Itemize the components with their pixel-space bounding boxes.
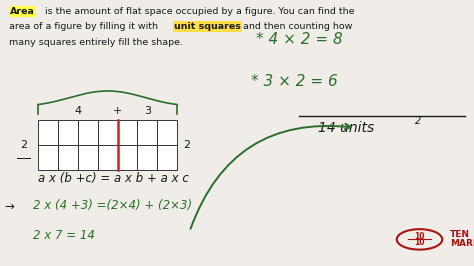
Text: 14 units: 14 units	[318, 121, 374, 135]
Bar	[38, 120, 58, 145]
Bar	[157, 145, 177, 170]
Text: 2: 2	[20, 140, 27, 150]
Bar	[78, 145, 98, 170]
Text: 3: 3	[144, 106, 151, 116]
Text: 2: 2	[183, 140, 191, 150]
Text: +: +	[113, 106, 122, 116]
Text: 10: 10	[414, 232, 425, 241]
Bar	[58, 145, 78, 170]
Bar	[58, 120, 78, 145]
Text: Area: Area	[9, 7, 34, 16]
Text: area of a figure by filling it with: area of a figure by filling it with	[9, 22, 162, 31]
Text: MARKS: MARKS	[450, 239, 474, 248]
Bar	[98, 120, 118, 145]
Bar	[118, 120, 137, 145]
Bar	[137, 120, 157, 145]
Bar	[38, 145, 58, 170]
Text: →: →	[5, 200, 15, 213]
Bar	[157, 120, 177, 145]
Text: 4: 4	[74, 106, 82, 116]
Text: a x (b +c) = a x b + a x c: a x (b +c) = a x b + a x c	[38, 172, 189, 185]
Text: unit squares: unit squares	[174, 22, 241, 31]
Text: TEN: TEN	[450, 230, 470, 239]
Text: 2 x (4 +3) =(2×4) + (2×3): 2 x (4 +3) =(2×4) + (2×3)	[33, 200, 192, 213]
Text: * 3 × 2 = 6: * 3 × 2 = 6	[251, 74, 338, 89]
Text: 2 x 7 = 14: 2 x 7 = 14	[33, 229, 95, 242]
Text: 2: 2	[415, 116, 421, 126]
Bar	[98, 145, 118, 170]
Text: * 4 × 2 = 8: * 4 × 2 = 8	[256, 32, 343, 47]
Text: and then counting how: and then counting how	[240, 22, 353, 31]
Text: is the amount of flat space occupied by a figure. You can find the: is the amount of flat space occupied by …	[45, 7, 355, 16]
Bar	[137, 145, 157, 170]
Text: 10: 10	[414, 238, 425, 247]
Bar	[118, 145, 137, 170]
Ellipse shape	[397, 229, 442, 250]
Text: many squares entirely fill the shape.: many squares entirely fill the shape.	[9, 38, 183, 47]
Bar	[78, 120, 98, 145]
